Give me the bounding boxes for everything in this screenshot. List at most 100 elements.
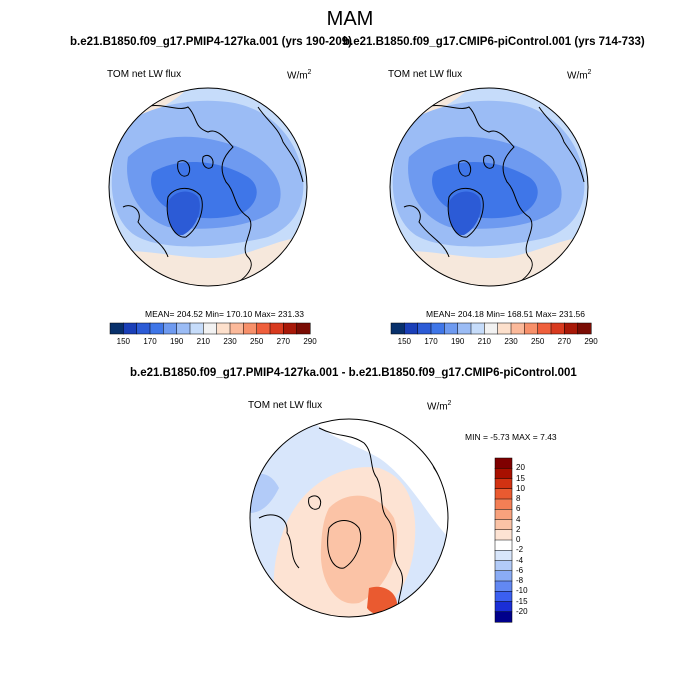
panel2-variable: TOM net LW flux — [388, 69, 463, 80]
panel2-colorbar-tick-label: 250 — [530, 337, 545, 346]
map1-field-greenland — [167, 191, 200, 236]
panel2-colorbar-tick-label: 270 — [557, 337, 571, 346]
panel2-stats: MEAN= 204.18 Min= 168.51 Max= 231.56 — [426, 309, 586, 319]
map3-field-neutral — [309, 419, 448, 538]
panel3-colorbar-tick-label: 8 — [516, 494, 521, 503]
panel1-colorbar-box — [203, 322, 218, 335]
panel1-colorbar-box — [283, 322, 298, 335]
panel3-polar-map — [249, 418, 449, 618]
map1-boundary — [108, 87, 308, 287]
panel2-colorbar-box — [510, 322, 525, 335]
panel2-colorbar-box — [470, 322, 485, 335]
panel2-colorbar-box — [564, 322, 579, 335]
panel3-stats: MIN = -5.73 MAX = 7.43 — [465, 432, 557, 442]
panel2-colorbar-box — [457, 322, 472, 335]
panel1-colorbar-tick-label: 170 — [143, 337, 157, 346]
panel1-colorbar-box — [136, 322, 151, 335]
panel3-colorbar-tick-label: -2 — [516, 545, 524, 555]
panel2-colorbar-box — [484, 322, 499, 335]
map3-boundary — [249, 418, 449, 618]
panel2-colorbar-tick-label: 230 — [504, 337, 518, 346]
panel3-colorbar-box — [494, 560, 513, 572]
panel1-colorbar-ticks: 150 170 190 210 230 250 270 290 — [110, 337, 317, 349]
panel1-colorbar-box — [163, 322, 178, 335]
panel2-colorbar-tick-label: 170 — [424, 337, 438, 346]
panel3-colorbar-box — [494, 550, 513, 562]
panel2-colorbar — [390, 322, 592, 335]
panel3-colorbar-tick-label: 10 — [516, 483, 525, 493]
panel3-colorbar-tick-label: 20 — [516, 463, 525, 473]
panel3-colorbar-box — [494, 509, 513, 521]
panel1-colorbar-box — [243, 322, 258, 335]
panel3-colorbar-box — [494, 580, 513, 592]
panel3-colorbar-tick-label: -15 — [516, 596, 528, 606]
panel3-colorbar-ticks: 20 15 10 8 6 4 2 0 -2 -4 -6 -8 -10 -15 -20 — [516, 458, 546, 622]
panel3-title: b.e21.B1850.f09_g17.PMIP4-127ka.001 - b.… — [130, 367, 577, 379]
panel3-colorbar-box — [494, 539, 513, 551]
panel3-colorbar-tick-label: 0 — [516, 535, 521, 544]
panel3-colorbar-tick-label: -10 — [516, 586, 528, 596]
panel2-colorbar-tick-label: 210 — [477, 337, 491, 346]
panel2-colorbar-box — [390, 322, 405, 335]
panel3-colorbar-box — [494, 478, 513, 490]
panel2-colorbar-box — [550, 322, 565, 335]
panel1-colorbar-box — [109, 322, 124, 335]
panel1-stats: MEAN= 204.52 Min= 170.10 Max= 231.33 — [145, 309, 305, 319]
panel1-colorbar-box — [269, 322, 284, 335]
panel1-colorbar-box — [176, 322, 191, 335]
panel3-colorbar-box — [494, 468, 513, 480]
panel1-colorbar-tick-label: 190 — [169, 337, 184, 346]
map2-coastlines — [403, 105, 585, 286]
panel2-colorbar-box — [577, 322, 592, 335]
panel3-colorbar-box — [494, 570, 513, 582]
panel1-colorbar-tick-label: 150 — [116, 337, 130, 346]
panel1-colorbar-box — [296, 322, 311, 335]
panel2-colorbar-tick-label: 150 — [397, 337, 411, 346]
panel1-colorbar-tick-label: 250 — [249, 337, 264, 346]
panel2-colorbar-box — [537, 322, 552, 335]
panel3-colorbar-box — [494, 519, 513, 531]
panel1-colorbar-tick-label: 270 — [276, 337, 290, 346]
panel3-colorbar-tick-label: 15 — [516, 473, 525, 483]
panel3-colorbar-tick-label: -4 — [516, 555, 524, 565]
panel2-colorbar-box — [430, 322, 445, 335]
panel3-colorbar-tick-label: -8 — [516, 576, 524, 585]
panel1-colorbar — [109, 322, 311, 335]
panel1-polar-map — [108, 87, 308, 287]
panel1-variable: TOM net LW flux — [107, 69, 182, 80]
panel2-polar-map — [389, 87, 589, 287]
panel1-colorbar-box — [216, 322, 231, 335]
panel3-colorbar — [494, 457, 513, 623]
map1-coastlines — [122, 105, 304, 286]
panel3-colorbar-box — [494, 611, 513, 623]
panel1-colorbar-tick-label: 290 — [303, 337, 317, 346]
panel3-colorbar-tick-label: 2 — [516, 524, 521, 534]
map2-field-greenland — [448, 191, 481, 236]
panel3-units: W/m2 — [427, 400, 452, 413]
panel2-colorbar-box — [444, 322, 459, 335]
panel3-variable: TOM net LW flux — [248, 400, 323, 411]
panel2-title: b.e21.B1850.f09_g17.CMIP6-piControl.001 … — [343, 36, 645, 48]
panel1-colorbar-box — [256, 322, 271, 335]
panel3-colorbar-box — [494, 529, 513, 541]
panel3-colorbar-tick-label: 6 — [516, 504, 521, 514]
panel1-colorbar-box — [149, 322, 164, 335]
panel1-units: W/m2 — [287, 69, 312, 82]
panel1-colorbar-box — [229, 322, 244, 335]
panel2-colorbar-tick-label: 190 — [450, 337, 465, 346]
panel3-colorbar-tick-label: -20 — [516, 606, 528, 616]
panel3-colorbar-box — [494, 498, 513, 510]
figure-title: MAM — [326, 8, 374, 30]
panel1-colorbar-tick-label: 210 — [196, 337, 210, 346]
panel2-colorbar-box — [417, 322, 432, 335]
panel1-colorbar-box — [189, 322, 204, 335]
panel2-colorbar-ticks: 150 170 190 210 230 250 270 290 — [391, 337, 598, 349]
map3-field-warmer — [320, 495, 398, 604]
panel1-colorbar-tick-label: 230 — [223, 337, 237, 346]
panel3-colorbar-tick-label: 4 — [516, 514, 521, 524]
panel3-colorbar-box — [494, 591, 513, 603]
panel3-colorbar-box — [494, 488, 513, 500]
panel2-colorbar-tick-label: 290 — [584, 337, 598, 346]
panel2-colorbar-box — [404, 322, 419, 335]
panel3-colorbar-box — [494, 457, 513, 469]
